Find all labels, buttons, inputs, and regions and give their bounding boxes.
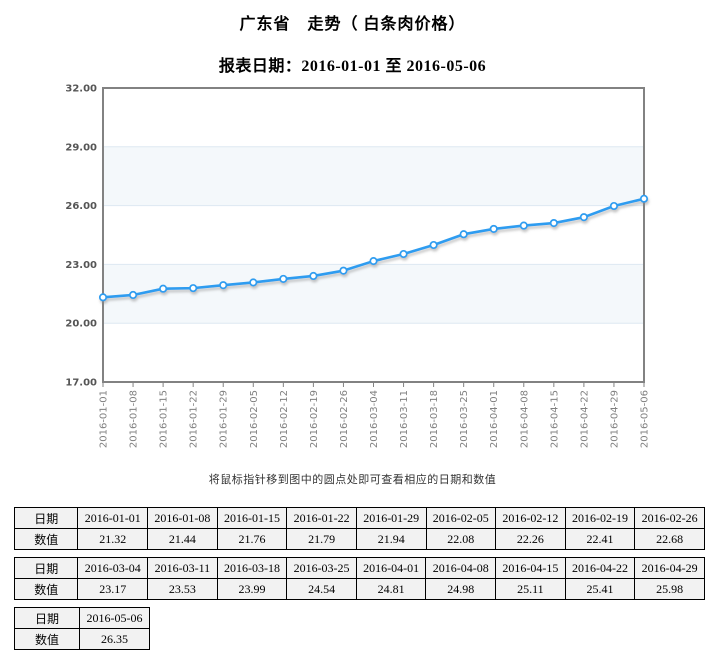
row-label-date: 日期 (13, 507, 79, 529)
date-cell: 2016-01-08 (147, 507, 218, 529)
value-cell: 24.81 (355, 578, 427, 600)
date-cell: 2016-03-25 (286, 557, 357, 579)
value-cell: 22.41 (564, 528, 636, 550)
x-axis-tick-label: 2016-03-04 (369, 390, 380, 448)
chart-point[interactable]: 2016-02-12 22.26 (279, 274, 288, 283)
date-cell: 2016-04-08 (425, 557, 497, 579)
x-axis-tick-label: 2016-04-29 (609, 390, 620, 448)
date-cell: 2016-04-29 (634, 557, 705, 579)
x-axis-tick-label: 2016-01-01 (99, 390, 110, 448)
price-trend-chart: 32.0029.0026.0023.0020.0017.002016-01-01… (65, 84, 651, 449)
chart-point[interactable]: 2016-04-15 25.11 (549, 218, 558, 228)
chart-point[interactable]: 2016-04-08 24.98 (519, 221, 528, 230)
x-axis-tick-label: 2016-01-29 (219, 390, 230, 448)
x-axis-tick-label: 2016-02-05 (249, 390, 260, 448)
y-axis-tick-label: 29.00 (65, 142, 97, 153)
y-axis-tick-label: 32.00 (65, 84, 97, 95)
chart-point[interactable]: 2016-04-22 25.41 (579, 213, 588, 222)
value-cell: 25.41 (564, 578, 636, 600)
row-label-value: 数值 (14, 628, 80, 650)
value-cell: 26.35 (79, 628, 150, 650)
date-cell: 2016-04-15 (495, 557, 566, 579)
chart-point[interactable]: 2016-01-15 21.76 (159, 284, 168, 293)
x-axis-tick-label: 2016-01-08 (129, 390, 140, 448)
value-cell: 24.98 (425, 578, 497, 600)
x-axis-tick-label: 2016-05-06 (640, 390, 651, 448)
y-axis-tick-label: 23.00 (65, 260, 97, 271)
date-cell: 2016-02-19 (564, 507, 636, 529)
x-axis-tick-label: 2016-03-11 (399, 390, 410, 448)
chart-point[interactable]: 2016-02-19 22.41 (309, 271, 318, 281)
plot-border (102, 87, 645, 383)
x-axis-tick-label: 2016-04-22 (579, 390, 590, 448)
value-cell: 21.76 (216, 528, 288, 550)
chart-point[interactable]: 2016-03-11 23.53 (399, 249, 408, 259)
date-cell: 2016-01-22 (286, 507, 357, 529)
date-cell: 2016-04-01 (355, 557, 427, 579)
x-axis-tick-label: 2016-04-15 (549, 390, 560, 448)
y-axis-tick-label: 26.00 (65, 201, 97, 212)
x-axis-tick-label: 2016-04-01 (489, 390, 500, 448)
value-cell: 22.26 (495, 528, 566, 550)
x-axis-tick-label: 2016-02-26 (339, 390, 350, 448)
value-cell: 21.94 (355, 528, 427, 550)
x-axis-tick-label: 2016-01-22 (189, 390, 200, 448)
date-cell: 2016-03-18 (216, 557, 288, 579)
date-cell: 2016-03-04 (77, 557, 149, 579)
date-cell: 2016-02-05 (425, 507, 497, 529)
chart-point[interactable]: 2016-01-29 21.94 (219, 281, 228, 290)
value-cell: 22.68 (634, 528, 705, 550)
date-cell: 2016-02-12 (495, 507, 566, 529)
value-cell: 24.54 (286, 578, 357, 600)
chart-point[interactable]: 2016-04-01 24.81 (489, 224, 498, 233)
chart-point[interactable]: 2016-03-04 23.17 (369, 257, 378, 266)
value-cell: 21.79 (286, 528, 357, 550)
data-table: 日期 2016-03-04 2016-03-11 2016-03-18 2016-03-… (13, 557, 705, 600)
date-cell: 2016-01-01 (77, 507, 149, 529)
value-cell: 21.32 (77, 528, 149, 550)
chart-point[interactable]: 2016-03-25 24.54 (459, 230, 468, 239)
y-axis-tick-label: 17.00 (65, 378, 97, 389)
data-table: 日期 2016-01-01 2016-01-08 2016-01-15 2016-01-… (13, 507, 705, 550)
y-axis-tick-label: 20.00 (65, 319, 97, 330)
date-cell: 2016-04-22 (564, 557, 636, 579)
value-cell: 23.53 (147, 578, 218, 600)
chart-point[interactable]: 2016-02-26 22.68 (339, 266, 348, 275)
data-table: 日期 2016-05-06 数值 26.35 (14, 607, 150, 650)
chart-point[interactable]: 2016-01-01 21.32 (98, 293, 108, 302)
chart-point[interactable]: 2016-03-18 23.99 (429, 240, 438, 250)
date-cell: 2016-01-15 (216, 507, 288, 529)
chart-point[interactable]: 2016-01-22 21.79 (189, 284, 198, 293)
page-title: 广东省 走势（ 白条肉价格） (239, 16, 466, 33)
chart-point[interactable]: 2016-02-05 22.08 (249, 278, 258, 287)
x-axis-tick-label: 2016-02-19 (309, 390, 320, 448)
date-cell: 2016-01-29 (355, 507, 427, 529)
date-cell: 2016-02-26 (634, 507, 705, 529)
plot-band (103, 146, 644, 206)
value-cell: 21.44 (147, 528, 218, 550)
row-label-value: 数值 (13, 528, 79, 550)
value-cell: 25.98 (634, 578, 705, 600)
x-axis-tick-label: 2016-01-15 (159, 390, 170, 448)
row-label-date: 日期 (14, 607, 80, 629)
x-axis-tick-label: 2016-02-12 (279, 390, 290, 448)
x-axis-tick-label: 2016-04-08 (519, 390, 530, 448)
report-date-range: 报表日期：2016-01-01 至 2016-05-06 (218, 58, 487, 75)
chart-point[interactable]: 2016-01-08 21.44 (129, 290, 138, 300)
x-axis-tick-label: 2016-03-25 (459, 390, 470, 448)
row-label-date: 日期 (13, 557, 79, 579)
value-cell: 25.11 (495, 578, 566, 600)
value-cell: 23.99 (216, 578, 288, 600)
chart-point[interactable]: 2016-05-06 26.35 (639, 194, 649, 203)
date-cell: 2016-03-11 (147, 557, 218, 579)
date-cell: 2016-05-06 (79, 607, 150, 629)
plot-band (103, 264, 644, 324)
value-cell: 22.08 (425, 528, 497, 550)
row-label-value: 数值 (13, 578, 79, 600)
chart-point[interactable]: 2016-04-29 25.98 (609, 201, 618, 211)
data-tables: 日期 2016-01-01 2016-01-08 2016-01-15 2016-01-… (13, 507, 705, 657)
x-axis-tick-label: 2016-03-18 (429, 390, 440, 448)
chart-hover-note: 将鼠标指针移到图中的圆点处即可查看相应的日期和数值 (208, 474, 497, 486)
value-cell: 23.17 (77, 578, 149, 600)
